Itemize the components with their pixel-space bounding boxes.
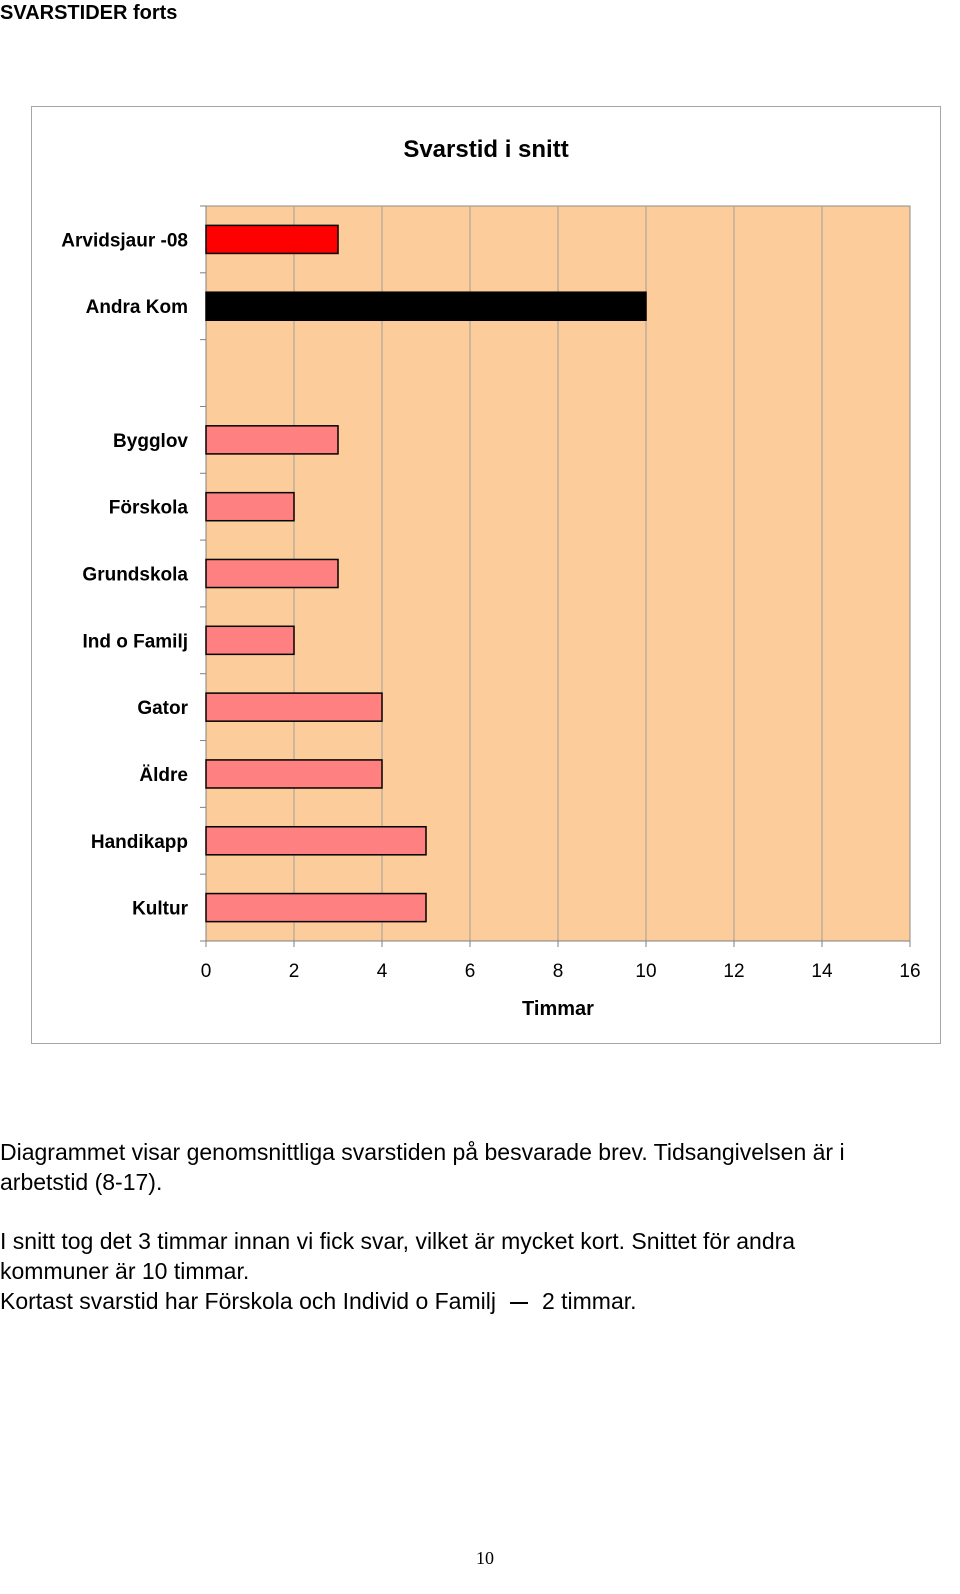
bar <box>205 291 647 322</box>
category-label: Arvidsjaur -08 <box>61 230 188 251</box>
summary-paragraph: I snitt tog det 3 timmar innan vi fick s… <box>0 1226 960 1316</box>
bar <box>205 759 383 789</box>
description-paragraph: Diagrammet visar genomsnittliga svarstid… <box>0 1137 960 1197</box>
x-tick-label: 10 <box>635 961 656 982</box>
bar <box>205 491 295 522</box>
bar <box>205 625 295 656</box>
category-label: Gator <box>137 698 188 719</box>
bar <box>205 224 339 255</box>
bar-chart: Svarstid i snitt 0 2 4 6 8 10 12 14 16 Arvidsjaur… <box>61 136 921 1020</box>
page-number: 10 <box>476 1548 494 1568</box>
category-label: Bygglov <box>113 431 188 452</box>
description-line-2: arbetstid (8-17). <box>0 1169 163 1195</box>
section-title: SVARSTIDER forts <box>0 2 178 24</box>
x-tick-label: 4 <box>377 961 388 982</box>
bar <box>205 825 427 856</box>
x-tick-label: 8 <box>553 961 564 982</box>
category-label: Handikapp <box>91 832 188 853</box>
bar <box>205 425 339 455</box>
bar <box>205 892 427 923</box>
category-label: Kultur <box>132 899 189 920</box>
shortest-value: 2 timmar. <box>541 1288 637 1314</box>
plot-area: 0 2 4 6 8 10 12 14 16 Arvidsjaur -08 Andra Kom Bygg… <box>61 205 921 982</box>
x-tick-label: 16 <box>899 961 920 982</box>
x-tick-label: 6 <box>465 961 476 982</box>
x-tick-label: 0 <box>201 961 212 982</box>
x-tick-label: 2 <box>289 961 300 982</box>
summary-line-2: kommuner är 10 timmar. <box>0 1258 250 1284</box>
bar <box>205 692 383 722</box>
category-label: Grundskola <box>82 565 188 586</box>
chart-title: Svarstid i snitt <box>403 136 568 163</box>
x-tick-label: 12 <box>723 961 744 982</box>
category-label: Äldre <box>139 765 188 786</box>
category-label: Förskola <box>109 498 189 519</box>
description-line-1: Diagrammet visar genomsnittliga svarstid… <box>0 1139 845 1165</box>
chart-container: Svarstid i snitt 0 2 4 6 8 10 12 14 16 Arvidsjaur… <box>31 106 941 1044</box>
x-tick-label: 14 <box>811 961 833 982</box>
dash-separator <box>509 1301 528 1304</box>
category-label: Ind o Familj <box>82 631 188 652</box>
bar <box>205 558 339 589</box>
summary-line-1: I snitt tog det 3 timmar innan vi fick s… <box>0 1228 796 1254</box>
x-axis-label: Timmar <box>522 998 594 1020</box>
shortest-text: Kortast svarstid har Förskola och Indivi… <box>0 1288 496 1314</box>
category-label: Andra Kom <box>86 297 188 318</box>
